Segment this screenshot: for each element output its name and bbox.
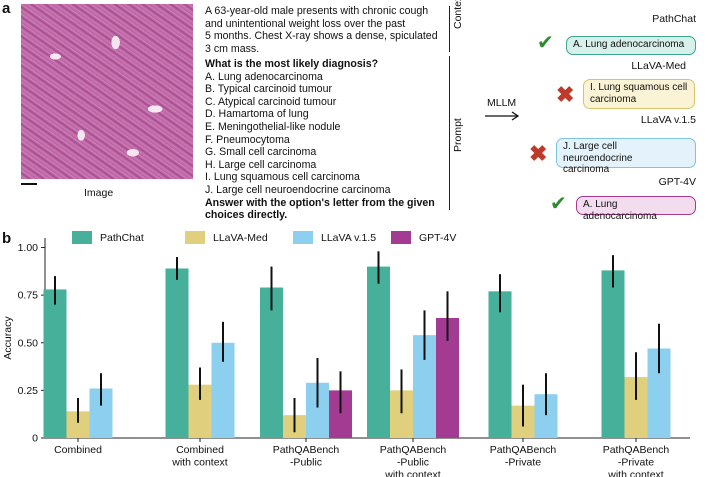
context-line: 5 months. Chest X-ray shows a dense, spi… <box>205 30 438 43</box>
choice: F. Pneumocytoma <box>205 133 290 146</box>
legend-label: PathChat <box>100 232 144 244</box>
x-tick-label: -Private <box>505 457 541 469</box>
choice: H. Large cell carcinoma <box>205 158 317 171</box>
choice: A. Lung adenocarcinoma <box>205 70 323 83</box>
bar <box>43 289 67 438</box>
choice: I. Lung squamous cell carcinoma <box>205 171 360 184</box>
mllm-label: MLLM <box>487 97 517 109</box>
mllm-arrow <box>485 111 520 121</box>
x-tick-label: -Public <box>397 457 429 469</box>
bar <box>436 318 459 438</box>
response-bubble-llava: J. Large cell neuroendocrine carcinoma <box>556 138 696 175</box>
response-text: carcinoma <box>590 93 637 105</box>
chart-legend: PathChat LLaVA-Med LLaVA v.1.5 GPT-4V <box>72 231 632 247</box>
x-tick-label: with context <box>384 469 441 477</box>
choice: B. Typical carcinoid tumour <box>205 83 332 96</box>
choice: G. Small cell carcinoma <box>205 146 317 159</box>
choice: J. Large cell neuroendocrine carcinoma <box>205 183 391 196</box>
panel-a-label: a <box>2 0 11 17</box>
question: What is the most likely diagnosis? <box>205 58 379 70</box>
legend-swatch-gpt4v <box>391 231 411 244</box>
bar <box>329 390 352 438</box>
x-tick-label: Combined <box>176 444 224 456</box>
legend-swatch-llava-med <box>185 231 205 244</box>
response-bubble-pathchat: A. Lung adenocarcinoma <box>566 36 696 55</box>
x-tick-label: with context <box>607 469 664 477</box>
response-text: A. Lung adenocarcinoma <box>573 39 685 50</box>
y-tick-label: 0.75 <box>18 290 39 302</box>
legend-label: GPT-4V <box>419 232 457 244</box>
check-icon: ✔ <box>550 193 567 215</box>
x-tick-label: PathQABench <box>603 444 670 456</box>
instruction: Answer with the option's letter from the… <box>205 196 435 209</box>
context-line: A 63-year-old male presents with chronic… <box>205 5 429 17</box>
histology-image <box>21 4 193 179</box>
bar <box>390 390 413 438</box>
y-tick-label: 0.25 <box>18 385 39 397</box>
bar <box>165 268 189 438</box>
bar <box>413 335 436 438</box>
legend-swatch-llava <box>293 231 313 244</box>
x-tick-label: PathQABench <box>490 444 557 456</box>
legend-label: LLaVA-Med <box>213 232 268 244</box>
response-text: J. Large cell neuroendocrine <box>563 141 633 164</box>
context-line: and unintentional weight loss over the p… <box>205 17 406 30</box>
bar <box>601 270 625 438</box>
context-text: A 63-year-old male presents with chronic… <box>205 5 445 55</box>
bar <box>188 384 212 438</box>
choice: C. Atypical carcinoid tumour <box>205 95 337 108</box>
bar <box>647 348 671 438</box>
y-tick-label: 0.50 <box>18 337 39 349</box>
bar <box>260 287 283 438</box>
bar <box>306 382 329 438</box>
cross-icon: ✖ <box>529 141 548 166</box>
y-tick-label: 0 <box>32 433 38 445</box>
x-tick-label: Combined <box>54 444 102 456</box>
bar <box>534 394 558 438</box>
response-text: I. Lung squamous cell <box>590 82 688 93</box>
model-name-llava: LLaVA v.1.5 <box>640 114 696 126</box>
bar <box>488 291 512 438</box>
context-line: 3 cm mass. <box>205 42 260 55</box>
instruction: choices directly. <box>205 209 288 222</box>
x-tick-label: -Private <box>618 457 654 469</box>
model-name-pathchat: PathChat <box>652 13 696 25</box>
bar <box>367 266 390 438</box>
image-caption: Image <box>84 187 114 199</box>
response-bubble-llava-med: I. Lung squamous cell carcinoma <box>583 79 695 109</box>
bar <box>89 388 113 438</box>
legend-label: LLaVA v.1.5 <box>321 232 377 244</box>
x-tick-label: with context <box>171 457 228 469</box>
response-bubble-gpt4v: A. Lung adenocarcinoma <box>576 196 696 222</box>
prompt-bracket <box>449 56 450 210</box>
x-tick-label: -Public <box>290 457 322 469</box>
response-text: A. Lung adenocarcinoma <box>583 199 657 222</box>
y-axis-label: Accuracy <box>2 316 14 360</box>
choice: E. Meningothelial-like nodule <box>205 120 341 133</box>
legend-swatch-pathchat <box>72 231 92 244</box>
bar <box>66 411 90 438</box>
model-name-gpt4v: GPT-4V <box>658 176 696 188</box>
cross-icon: ✖ <box>556 82 575 107</box>
prompt-text: What is the most likely diagnosis? A. Lu… <box>205 58 450 222</box>
panel-b-label: b <box>2 230 12 247</box>
bar <box>211 342 235 438</box>
model-name-llava-med: LLaVA-Med <box>631 60 686 72</box>
response-text: carcinoma <box>563 164 610 175</box>
x-tick-label: PathQABench <box>273 444 340 456</box>
context-bracket <box>449 6 450 52</box>
y-tick-label: 1.00 <box>18 242 39 254</box>
x-tick-label: PathQABench <box>380 444 447 456</box>
choice: D. Hamartoma of lung <box>205 108 309 121</box>
bar <box>624 377 648 438</box>
scale-bar <box>21 183 37 185</box>
check-icon: ✔ <box>537 32 554 54</box>
